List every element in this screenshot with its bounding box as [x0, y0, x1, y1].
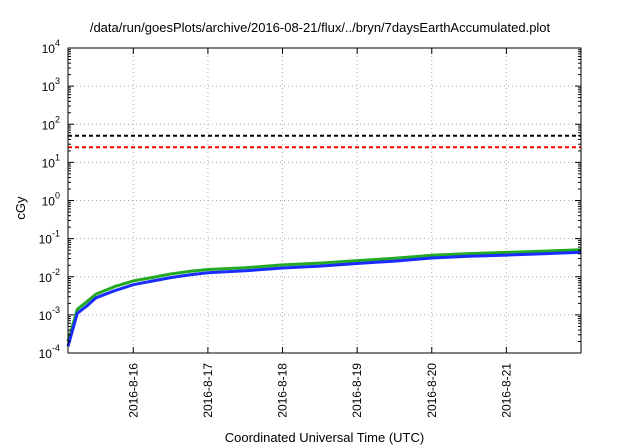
- x-axis-label: Coordinated Universal Time (UTC): [224, 430, 425, 445]
- x-tick-label: 2016-8-17: [201, 363, 215, 418]
- y-tick-label: 10-3: [39, 305, 60, 323]
- x-tick-label: 2016-8-20: [425, 363, 439, 418]
- series-line-2: [66, 250, 582, 347]
- y-tick-label: 101: [42, 152, 60, 170]
- x-tick-label: 2016-8-16: [126, 363, 140, 418]
- y-tick-label: 103: [42, 76, 60, 94]
- series-layer: [66, 134, 582, 347]
- chart-title: /data/run/goesPlots/archive/2016-08-21/f…: [89, 20, 551, 35]
- y-tick-label: 10-1: [39, 229, 60, 247]
- y-tick-label: 102: [42, 114, 60, 132]
- y-tick-label: 104: [42, 38, 60, 56]
- y-tick-label: 10-4: [39, 343, 60, 361]
- y-tick-label: 100: [42, 191, 60, 209]
- x-tick-label: 2016-8-18: [276, 363, 290, 418]
- tick-layer: 10-4 10-3 10-2 10-1 100 101 102 103 104 2016-8-16…: [39, 38, 581, 418]
- x-tick-label: 2016-8-21: [499, 363, 513, 418]
- y-tick-label: 10-2: [39, 267, 60, 285]
- grid-layer: [68, 48, 581, 353]
- x-tick-label: 2016-8-19: [350, 363, 364, 418]
- series-line-1: [66, 248, 582, 342]
